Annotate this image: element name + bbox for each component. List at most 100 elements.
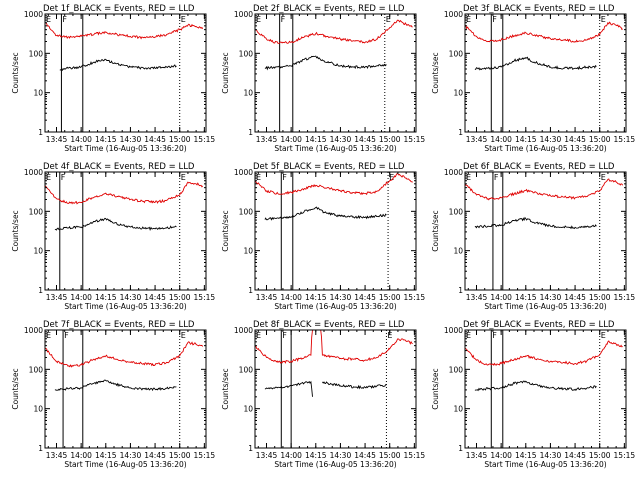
series-line-events: [474, 216, 597, 230]
panel-title: Det 6f_BLACK = Events, RED = LLD: [463, 162, 615, 172]
plot-frame: [254, 171, 417, 291]
x-tick-label: 14:45: [144, 135, 166, 144]
x-axis-label: Start Time (16-Aug-05 13:36:20): [484, 144, 606, 153]
y-axis-label: Counts/sec: [11, 368, 20, 409]
y-tick-label: 1: [458, 444, 463, 453]
time-marker-label: E: [46, 173, 51, 182]
time-marker-label: F: [492, 331, 497, 340]
y-tick-label: 1000: [444, 326, 463, 335]
x-axis-label: Start Time (16-Aug-05 13:36:20): [274, 460, 396, 469]
series-line-events: [264, 380, 313, 397]
time-marker-label: E: [46, 15, 51, 24]
plot-frame: [464, 13, 627, 133]
time-marker-label: E: [181, 15, 186, 24]
y-tick-label: 1000: [24, 10, 43, 19]
time-marker-label: E: [256, 331, 261, 340]
x-tick-label: 15:00: [589, 451, 611, 460]
x-tick-label: 13:45: [46, 451, 68, 460]
x-tick-label: 14:15: [515, 293, 537, 302]
x-tick-label: 15:00: [169, 293, 191, 302]
time-marker-label: E: [256, 15, 261, 24]
x-tick-label: 13:45: [256, 135, 278, 144]
y-tick-label: 100: [449, 49, 464, 58]
time-marker-label: F: [282, 173, 287, 182]
y-axis-label: Counts/sec: [221, 210, 230, 251]
x-tick-label: 15:15: [614, 293, 636, 302]
y-tick-label: 100: [239, 49, 254, 58]
time-marker-label: E: [181, 173, 186, 182]
y-tick-label: 100: [29, 207, 44, 216]
panel-title: Det 1f_BLACK = Events, RED = LLD: [43, 4, 195, 14]
y-axis-label: Counts/sec: [11, 210, 20, 251]
series-line-events: [322, 381, 387, 390]
x-tick-label: 14:00: [70, 451, 92, 460]
x-tick-label: 15:00: [379, 451, 401, 460]
x-tick-label: 14:15: [515, 135, 537, 144]
series-line-lld: [320, 329, 413, 362]
time-marker-label: E: [466, 173, 471, 182]
x-axis-label: Start Time (16-Aug-05 13:36:20): [274, 144, 396, 153]
y-tick-label: 100: [449, 207, 464, 216]
panel-title: Det 4f_BLACK = Events, RED = LLD: [43, 162, 195, 172]
y-tick-label: 1: [248, 286, 253, 295]
time-marker-label: E: [386, 15, 391, 24]
x-axis-label: Start Time (16-Aug-05 13:36:20): [64, 460, 186, 469]
x-tick-label: 14:45: [144, 293, 166, 302]
x-tick-label: 14:30: [330, 293, 352, 302]
y-tick-label: 1000: [444, 168, 463, 177]
time-marker-label: F: [281, 15, 286, 24]
time-marker-label: E: [601, 173, 606, 182]
plot-frame: [464, 329, 627, 449]
x-tick-label: 14:00: [70, 293, 92, 302]
y-tick-label: 100: [449, 365, 464, 374]
x-axis-label: Start Time (16-Aug-05 13:36:20): [274, 302, 396, 311]
plot-frame: [254, 13, 417, 133]
x-axis-label: Start Time (16-Aug-05 13:36:20): [64, 302, 186, 311]
x-tick-label: 14:00: [490, 135, 512, 144]
plot-frame: [44, 329, 207, 449]
series-line-lld: [464, 340, 623, 366]
x-tick-label: 15:15: [194, 135, 216, 144]
y-tick-label: 1: [38, 444, 43, 453]
x-tick-label: 14:00: [70, 135, 92, 144]
panel-title: Det 5f_BLACK = Events, RED = LLD: [253, 162, 405, 172]
x-tick-label: 14:00: [490, 451, 512, 460]
x-tick-label: 14:30: [120, 451, 142, 460]
y-axis-label: Counts/sec: [431, 210, 440, 251]
x-tick-label: 14:00: [280, 293, 302, 302]
time-marker-label: F: [282, 331, 287, 340]
time-marker-label: E: [601, 15, 606, 24]
y-tick-label: 1000: [24, 168, 43, 177]
y-axis-label: Counts/sec: [221, 368, 230, 409]
x-tick-label: 15:00: [379, 135, 401, 144]
x-tick-label: 15:00: [379, 293, 401, 302]
x-tick-label: 13:45: [466, 293, 488, 302]
x-axis-label: Start Time (16-Aug-05 13:36:20): [484, 460, 606, 469]
x-tick-label: 14:15: [95, 293, 117, 302]
series-line-events: [264, 55, 387, 71]
x-tick-label: 15:15: [614, 135, 636, 144]
series-line-events: [264, 206, 387, 221]
x-tick-label: 14:15: [305, 293, 327, 302]
x-tick-label: 14:30: [120, 135, 142, 144]
x-axis-label: Start Time (16-Aug-05 13:36:20): [64, 144, 186, 153]
x-tick-label: 15:15: [404, 451, 426, 460]
y-tick-label: 100: [239, 365, 254, 374]
y-tick-label: 10: [453, 405, 463, 414]
y-tick-label: 10: [33, 247, 43, 256]
x-tick-label: 14:45: [354, 293, 376, 302]
time-marker-label: E: [389, 173, 394, 182]
y-tick-label: 1000: [234, 168, 253, 177]
x-tick-label: 14:45: [564, 135, 586, 144]
x-tick-label: 13:45: [466, 451, 488, 460]
plot-frame: [464, 171, 627, 291]
y-tick-label: 1000: [234, 10, 253, 19]
y-tick-label: 1: [248, 128, 253, 137]
y-tick-label: 1000: [24, 326, 43, 335]
time-marker-label: E: [46, 331, 51, 340]
x-tick-label: 13:45: [256, 293, 278, 302]
